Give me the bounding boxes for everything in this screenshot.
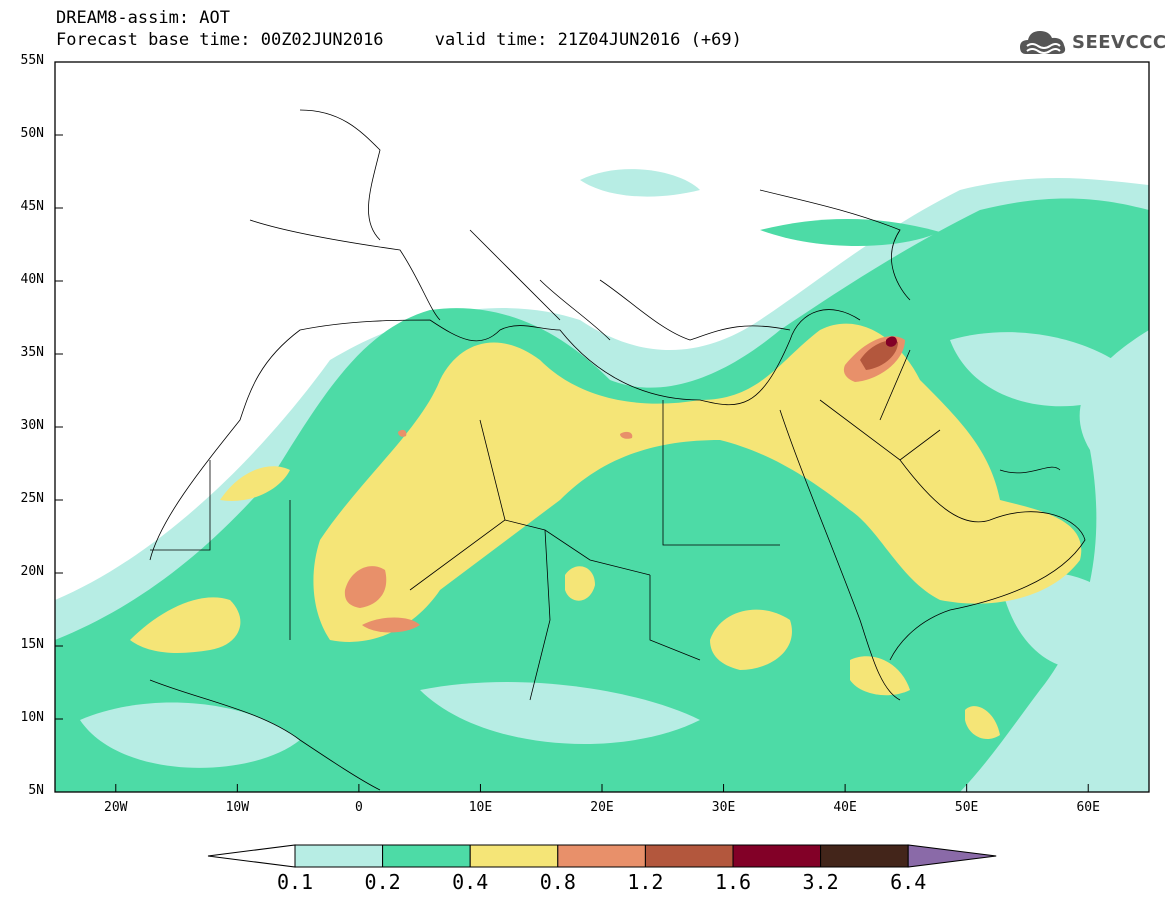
- lon-label: 10W: [225, 800, 250, 815]
- coastlines: [149, 109, 1086, 791]
- colorbar-swatch: [382, 844, 471, 868]
- colorbar-level: 3.2: [802, 870, 839, 894]
- lon-label: 20E: [590, 800, 614, 815]
- colorbar-swatch: [207, 844, 296, 868]
- lon-label: 10E: [468, 800, 493, 815]
- lat-label: 40N: [20, 272, 44, 287]
- lat-label: 50N: [20, 126, 44, 141]
- country-borders: [150, 349, 941, 701]
- base-time-label: Forecast base time:: [56, 30, 251, 50]
- lat-label: 30N: [20, 418, 44, 433]
- colorbar-level: 6.4: [890, 870, 927, 894]
- colorbar-level: 0.8: [539, 870, 576, 894]
- lat-label: 10N: [20, 710, 44, 725]
- colorbar-swatch: [469, 844, 559, 868]
- lon-label: 40E: [833, 800, 857, 815]
- lat-label: 55N: [20, 53, 44, 68]
- lon-label: 0: [354, 800, 363, 815]
- valid-time-label: valid time:: [434, 30, 548, 50]
- seevccc-logo: SEEVCCC: [1018, 26, 1165, 60]
- colorbar-swatch: [557, 844, 646, 868]
- colorbar-swatch: [644, 844, 734, 868]
- colorbar-level: 1.6: [714, 870, 752, 894]
- cloud-icon: [1020, 31, 1066, 54]
- base-time: 00Z02JUN2016: [260, 30, 384, 50]
- aot-contour-0.4: [313, 323, 1082, 642]
- lon-label: 50E: [954, 800, 979, 815]
- aot-contour-1.2: [860, 340, 898, 370]
- colorbar-level: 0.2: [364, 870, 401, 894]
- lat-label: 45N: [20, 199, 44, 214]
- lon-label: 30E: [711, 800, 736, 815]
- logo-text: SEEVCCC: [1072, 32, 1165, 53]
- lon-label: 60E: [1076, 800, 1100, 815]
- lat-label: 25N: [20, 491, 44, 506]
- map-title: DREAM8-assim: AOT: [56, 8, 230, 28]
- colorbar-swatch: [294, 844, 384, 868]
- aot-contour-0.8: [344, 566, 387, 608]
- colorbar-swatch: [820, 844, 909, 868]
- lat-label: 35N: [20, 345, 44, 360]
- aot-contour-1.6: [886, 336, 897, 347]
- colorbar-level: 0.4: [452, 870, 489, 894]
- lon-label: 20W: [104, 800, 128, 815]
- colorbar-level: 0.1: [276, 870, 314, 894]
- time-line: Forecast base time: 00Z02JUN2016 valid t…: [56, 30, 742, 50]
- valid-time: 21Z04JUN2016 (+69): [557, 30, 742, 50]
- colorbar-swatch: [732, 844, 822, 868]
- colorbar-swatch: [907, 844, 997, 868]
- colorbar-level: 1.2: [627, 870, 664, 894]
- aot-field: [55, 62, 1149, 792]
- lat-label: 20N: [20, 564, 44, 579]
- lat-label: 15N: [20, 637, 44, 652]
- colorbar: [207, 844, 997, 868]
- lat-label: 5N: [28, 783, 44, 798]
